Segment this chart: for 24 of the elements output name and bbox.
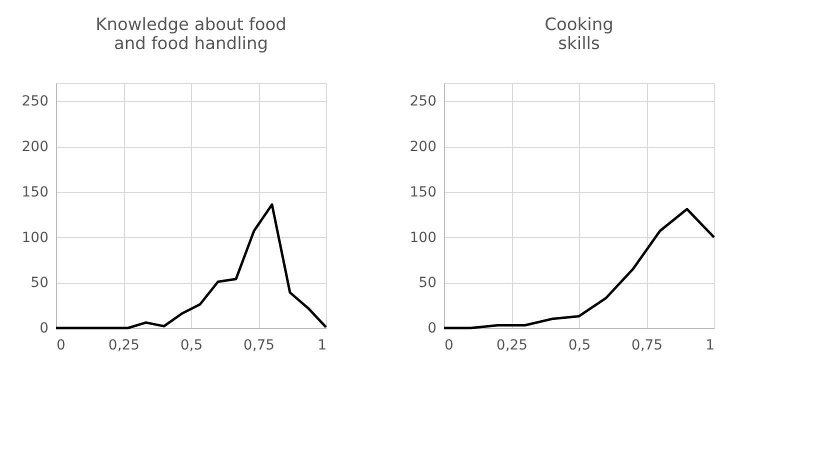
chart-title: Cooking skills <box>544 15 614 54</box>
y-tick-label: 50 <box>30 275 48 292</box>
x-tick-label: 0 <box>444 338 454 354</box>
y-tick-label: 0 <box>40 320 48 336</box>
y-tick-label: 250 <box>410 94 436 110</box>
x-tick-label: 0,75 <box>243 338 275 354</box>
y-tick-label: 100 <box>410 230 436 246</box>
y-tick-label: 200 <box>22 139 48 156</box>
chart-title: Knowledge about food and food handling <box>96 15 286 54</box>
y-tick-label: 50 <box>418 275 436 292</box>
y-tick-label: 200 <box>410 139 436 156</box>
y-tick-label: 0 <box>428 320 436 336</box>
x-tick-label: 0,75 <box>631 338 663 354</box>
x-tick-label: 0,5 <box>568 338 591 354</box>
y-tick-label: 150 <box>22 184 48 200</box>
y-tick-label: 150 <box>410 184 436 200</box>
x-tick-label: 1 <box>706 338 714 354</box>
x-tick-label: 0,25 <box>496 338 528 354</box>
y-tick-label: 250 <box>22 94 48 110</box>
y-tick-label: 100 <box>22 230 48 246</box>
x-tick-label: 0 <box>56 338 66 354</box>
x-tick-label: 1 <box>318 338 326 354</box>
x-tick-label: 0,5 <box>180 338 203 354</box>
x-tick-label: 0,25 <box>108 338 140 354</box>
